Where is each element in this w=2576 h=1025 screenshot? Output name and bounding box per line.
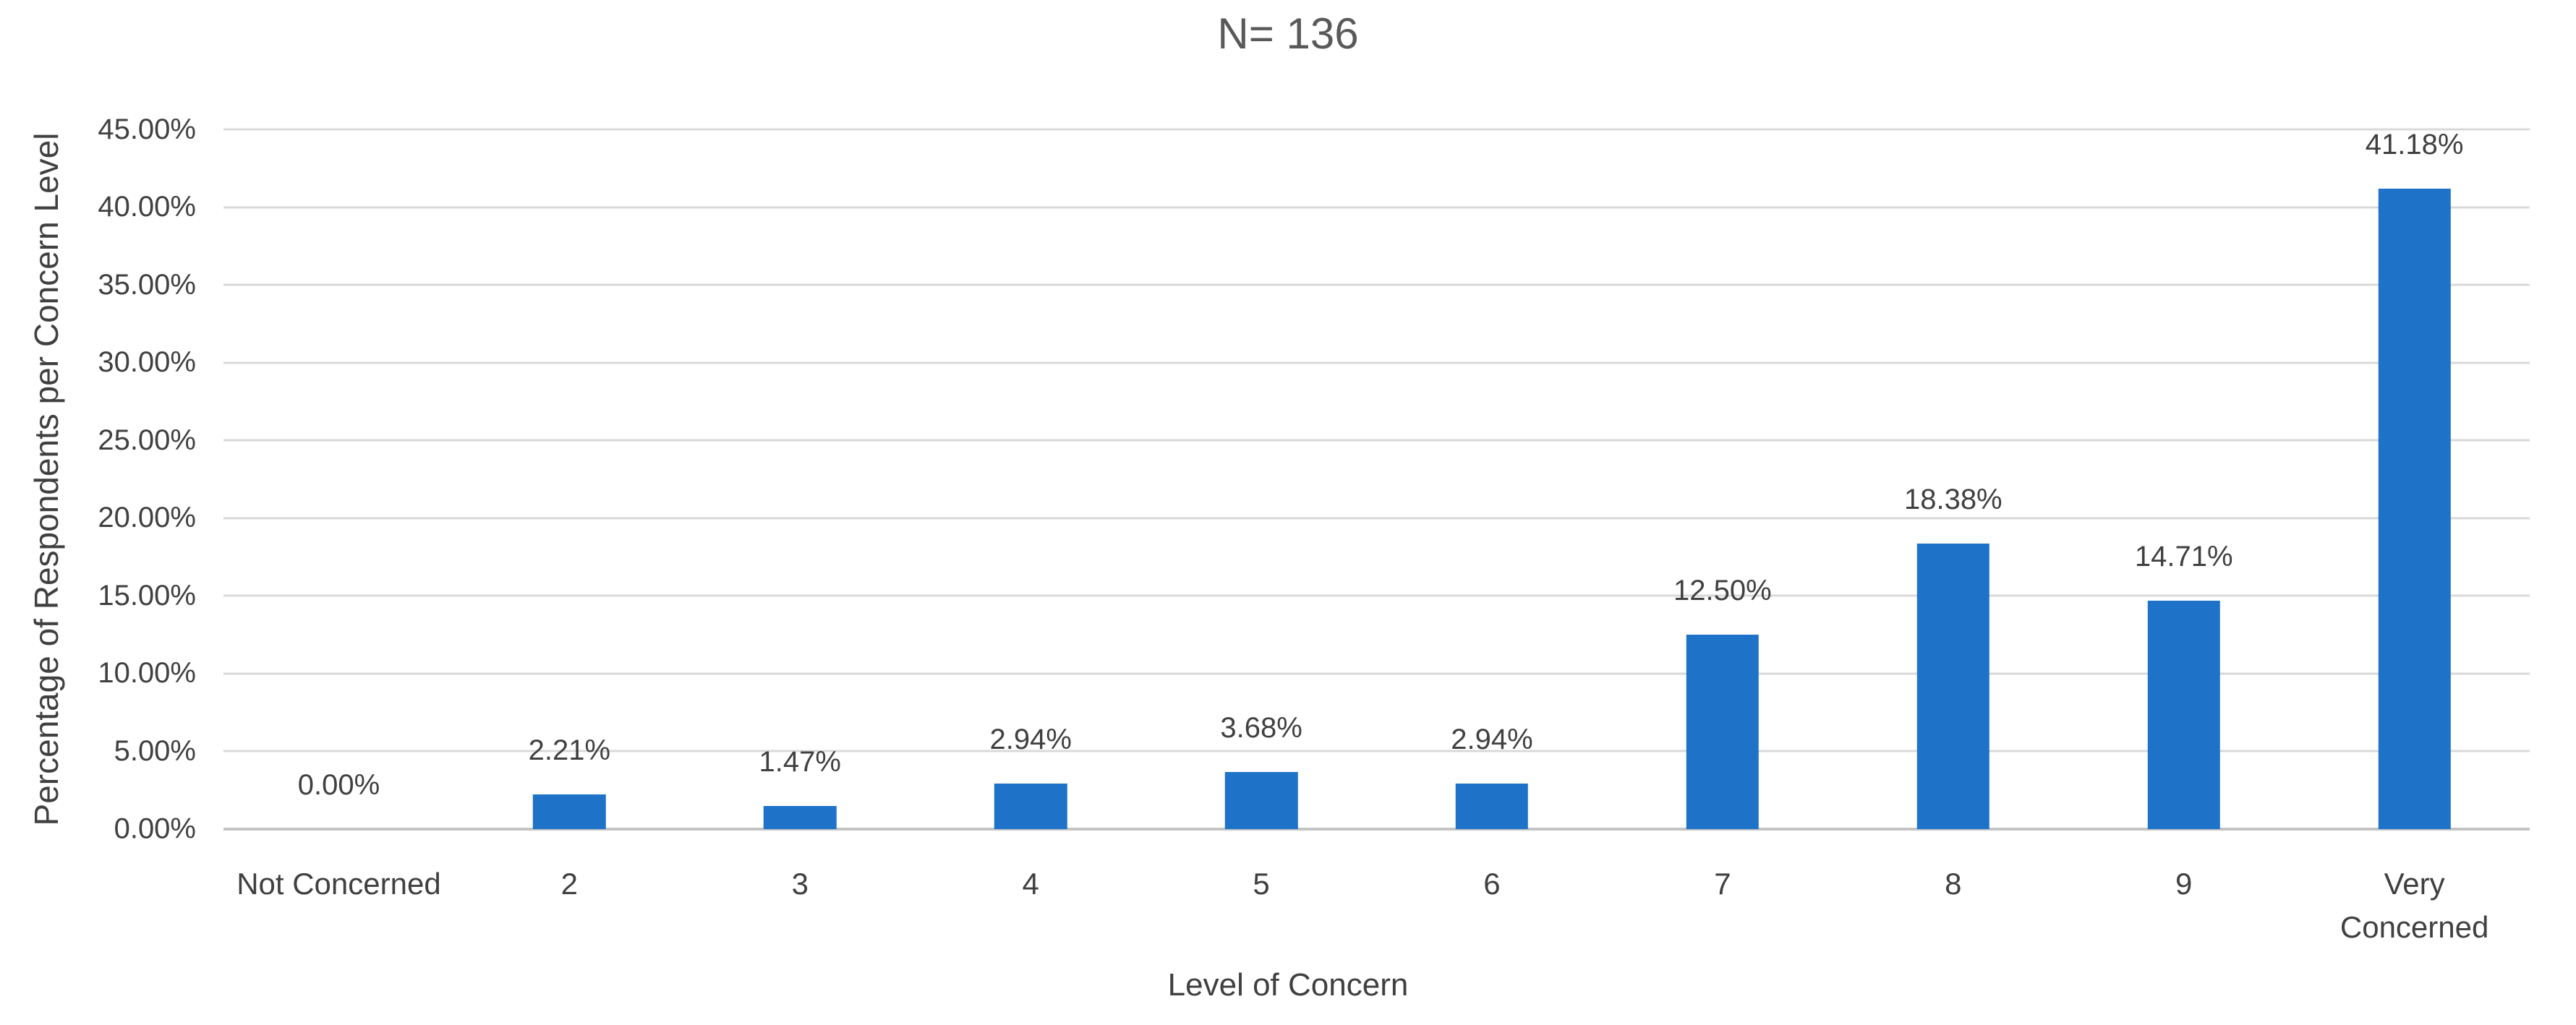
y-tick-label: 5.00%: [114, 734, 196, 767]
y-tick-label: 20.00%: [98, 502, 196, 534]
x-tick-label: 5: [1253, 867, 1270, 901]
bar-data-label: 2.94%: [1451, 723, 1533, 755]
bar-column: 12.50%: [1607, 129, 1838, 829]
gridline: 35.00%: [98, 269, 2530, 301]
plot-area: 0.00% 5.00% 10.00% 15.00% 20.00% 25.00% 30.00%…: [98, 113, 2530, 845]
bar-data-label: 0.00%: [297, 769, 380, 801]
bar-column: 41.18%: [2299, 129, 2530, 829]
bar-column: 0.00%: [223, 129, 454, 829]
x-tick-label: 7: [1714, 867, 1731, 901]
y-tick-label: 35.00%: [98, 268, 196, 301]
x-tick-label: Very Concerned: [2340, 867, 2489, 944]
gridline: 15.00%: [98, 580, 2530, 612]
y-axis-title: Percentage of Respondents per Concern Le…: [27, 132, 65, 826]
y-tick-label: 10.00%: [98, 657, 196, 690]
bar-data-label: 2.21%: [528, 734, 611, 767]
gridline: 45.00%: [98, 113, 2530, 145]
bar-column: 14.71%: [2068, 129, 2299, 829]
bar-columns: 0.00% 2.21% 1.47% 2.94% 3.68% 2.94% 12.50% 18.3…: [223, 129, 2530, 829]
bar-data-label: 12.50%: [1673, 575, 1772, 607]
x-tick-label: 2: [560, 867, 579, 901]
x-tick-label: 4: [1022, 867, 1039, 901]
bar: [1916, 543, 1990, 829]
x-axis-line: 0.00%: [114, 813, 2530, 845]
gridline: 25.00%: [98, 424, 2530, 456]
bar: [1686, 635, 1760, 829]
bar: [764, 806, 837, 829]
bar-data-label: 1.47%: [759, 746, 841, 779]
bar: [2378, 189, 2451, 829]
x-axis-title: Level of Concern: [1167, 967, 1409, 1003]
bar-data-label: 18.38%: [1903, 483, 2003, 515]
bar-column: 2.21%: [454, 129, 685, 829]
bar: [994, 783, 1067, 829]
x-tick-label: 3: [791, 867, 809, 901]
x-tick-label: 9: [2175, 867, 2193, 901]
gridline: 20.00%: [98, 502, 2530, 533]
gridline: 40.00%: [98, 191, 2530, 223]
bar-data-label: 41.18%: [2365, 129, 2464, 161]
y-tick-label: 40.00%: [98, 191, 196, 223]
bar-data-label: 14.71%: [2134, 540, 2233, 572]
x-tick-label: 6: [1483, 867, 1501, 901]
bar-column: 3.68%: [1146, 129, 1377, 829]
bar-column: 2.94%: [916, 129, 1146, 829]
y-tick-label: 15.00%: [98, 579, 196, 612]
bar-column: 18.38%: [1838, 129, 2068, 829]
gridline: 30.00%: [98, 346, 2530, 378]
x-tick-label: 8: [1945, 867, 1962, 901]
bar: [1455, 783, 1529, 829]
y-tick-label: 0.00%: [114, 812, 196, 845]
y-tick-label: 45.00%: [98, 113, 196, 145]
bar: [533, 794, 606, 829]
bar-column: 2.94%: [1377, 129, 1608, 829]
y-tick-label: 30.00%: [98, 346, 196, 379]
bar-data-label: 3.68%: [1220, 711, 1302, 744]
gridline: 10.00%: [98, 657, 2530, 689]
chart-title: N= 136: [1217, 9, 1359, 58]
y-tick-label: 25.00%: [98, 424, 196, 456]
x-axis-labels: Not Concerned 2 3 4 5 6 7 8 9 Very Concerned: [223, 862, 2530, 948]
bar-column: 1.47%: [685, 129, 916, 829]
bar-data-label: 2.94%: [989, 723, 1072, 755]
bar: [1224, 771, 1298, 829]
x-tick-label: Not Concerned: [236, 867, 441, 901]
bar: [2147, 600, 2220, 829]
gridline: 5.00%: [114, 735, 2530, 767]
